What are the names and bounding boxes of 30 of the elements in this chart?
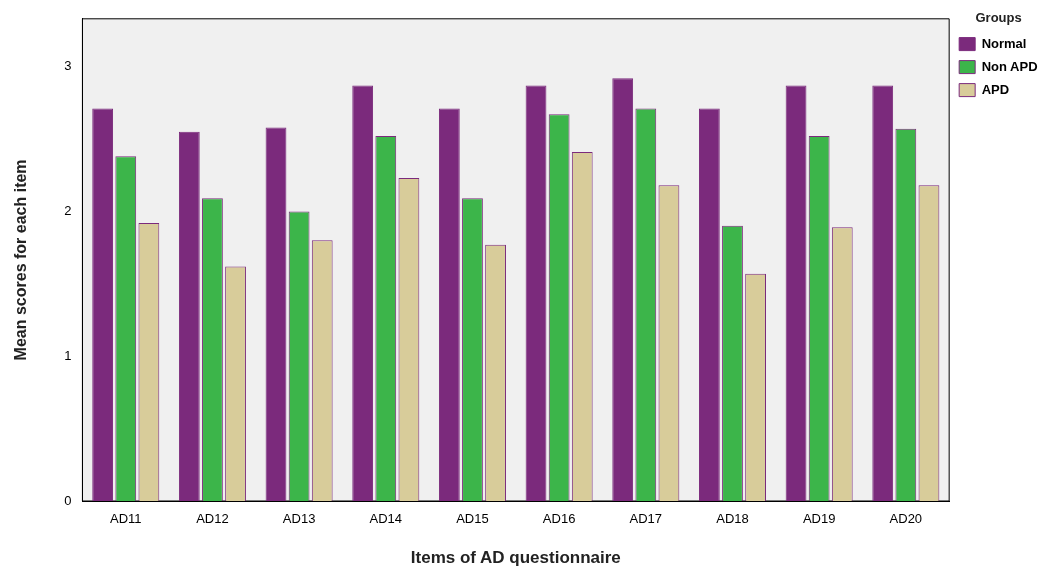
legend-label: APD	[981, 81, 1010, 97]
y-axis-title: Mean scores for each item	[12, 159, 30, 361]
bar	[525, 85, 547, 501]
bar	[872, 85, 894, 501]
x-tick-label: AD13	[282, 511, 316, 527]
bar	[612, 78, 634, 501]
bar	[438, 108, 460, 501]
x-tick-label: AD12	[196, 511, 229, 527]
y-tick-label: 0	[64, 492, 72, 508]
y-tick-label: 1	[64, 347, 72, 363]
bar	[698, 108, 720, 501]
x-tick-label: AD18	[716, 511, 749, 527]
bar	[178, 131, 200, 501]
y-tick-label: 3	[64, 58, 72, 74]
legend-title: Groups	[975, 10, 1022, 26]
legend-label: Non APD	[981, 58, 1038, 74]
x-tick-label: AD17	[629, 511, 663, 527]
bar	[785, 85, 807, 501]
bar	[352, 85, 374, 501]
legend-label: Normal	[981, 35, 1027, 51]
x-tick-label: AD16	[542, 511, 576, 527]
bar	[265, 127, 287, 501]
x-tick-label: AD11	[109, 511, 142, 527]
x-axis-title: Items of AD questionnaire	[410, 548, 621, 568]
x-tick-label: AD20	[889, 511, 923, 527]
y-tick-label: 2	[64, 202, 72, 218]
x-tick-label: AD14	[369, 511, 403, 527]
x-tick-label: AD19	[802, 511, 836, 527]
bar	[92, 108, 114, 501]
x-tick-label: AD15	[456, 511, 489, 527]
